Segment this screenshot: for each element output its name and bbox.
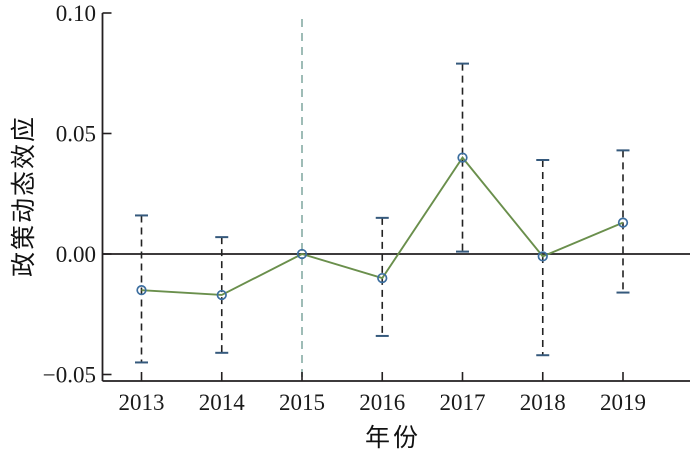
- x-tick-label: 2013: [119, 390, 165, 415]
- x-tick-label: 2014: [199, 390, 246, 415]
- data-point-2017: [457, 152, 468, 163]
- x-tick-label: 2017: [440, 390, 486, 415]
- y-tick-label: 0.05: [56, 122, 96, 147]
- estimate-line: [141, 155, 624, 296]
- y-axis-title: 政策动态效应: [11, 114, 38, 278]
- x-tick-label: 2019: [600, 390, 646, 415]
- x-tick-label: 2016: [359, 390, 405, 415]
- x-tick-label: 2018: [520, 390, 566, 415]
- y-tick-label: 0.10: [56, 1, 96, 26]
- x-tick-label: 2015: [279, 390, 325, 415]
- y-tick-label: −0.05: [43, 363, 96, 388]
- data-point-2019: [617, 217, 629, 228]
- x-axis-title: 年份: [364, 425, 422, 452]
- data-point-2018: [537, 251, 548, 262]
- data-point-2015: [296, 248, 308, 260]
- data-point-2014: [216, 289, 227, 301]
- y-tick-label: 0.00: [56, 242, 96, 267]
- data-point-2016: [377, 272, 388, 284]
- data-point-2013: [136, 285, 147, 296]
